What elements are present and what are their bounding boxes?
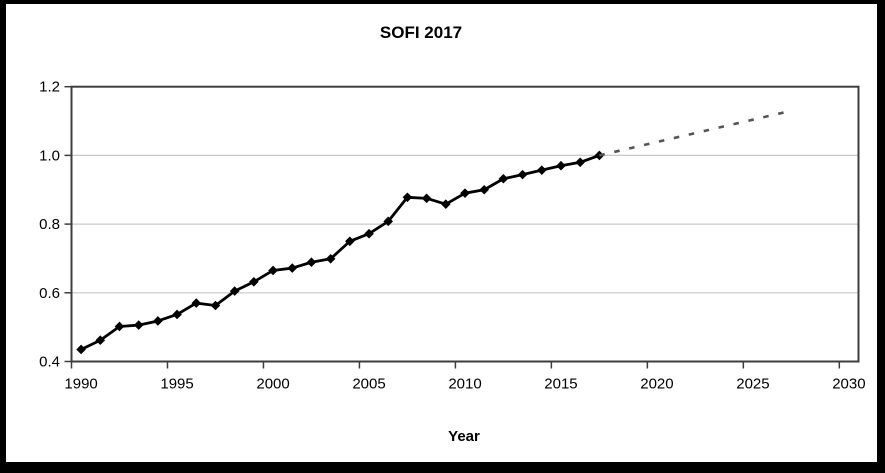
y-tick-label-1.0: 1.0 xyxy=(39,147,60,164)
y-tick-label-0.4: 0.4 xyxy=(39,354,60,371)
marker-diamond-1995 xyxy=(172,309,182,320)
x-tick-label-2015: 2015 xyxy=(544,376,577,393)
marker-diamond-2016 xyxy=(575,157,585,168)
marker-diamond-2009 xyxy=(441,199,451,209)
y-tick-label-0.8: 0.8 xyxy=(39,216,60,233)
marker-diamond-2006 xyxy=(383,216,394,227)
marker-diamond-2011 xyxy=(479,184,489,195)
marker-diamond-2004 xyxy=(345,236,355,247)
marker-diamond-2001 xyxy=(287,263,298,273)
x-tick-label-2025: 2025 xyxy=(736,376,769,393)
x-tick-label-1995: 1995 xyxy=(160,376,193,393)
marker-diamond-2003 xyxy=(325,253,336,264)
marker-diamond-2000 xyxy=(268,265,278,276)
x-tick-label-1990: 1990 xyxy=(64,376,97,393)
marker-diamond-2015 xyxy=(556,160,566,171)
chart-canvas xyxy=(6,4,877,462)
x-tick-label-2000: 2000 xyxy=(256,376,289,393)
series-line-sofi-historical xyxy=(80,154,600,351)
marker-diamond-1993 xyxy=(133,320,144,330)
y-tick-label-0.6: 0.6 xyxy=(39,285,60,302)
marker-diamond-1996 xyxy=(191,298,202,308)
marker-diamond-2014 xyxy=(536,165,547,175)
marker-diamond-2005 xyxy=(364,228,374,239)
x-tick-label-2030: 2030 xyxy=(832,376,865,393)
marker-diamond-2012 xyxy=(498,173,509,184)
x-tick-label-2005: 2005 xyxy=(352,376,385,393)
x-tick-label-2020: 2020 xyxy=(640,376,673,393)
series-line-sofi-projection xyxy=(599,109,792,157)
marker-diamond-2007 xyxy=(402,192,413,203)
marker-diamond-1992 xyxy=(114,321,125,332)
marker-diamond-2002 xyxy=(306,257,317,268)
marker-diamond-1999 xyxy=(249,277,259,287)
marker-diamond-2008 xyxy=(421,193,432,204)
marker-diamond-1997 xyxy=(210,300,221,311)
x-axis-title: Year xyxy=(448,428,480,445)
x-tick-label-2010: 2010 xyxy=(448,376,481,393)
chart-title: SOFI 2017 xyxy=(379,23,463,42)
marker-diamond-1998 xyxy=(229,286,240,296)
marker-diamond-2010 xyxy=(460,188,470,198)
marker-diamond-1991 xyxy=(95,335,106,346)
marker-diamond-1990 xyxy=(76,344,86,355)
marker-diamond-1994 xyxy=(153,316,163,326)
y-tick-label-1.2: 1.2 xyxy=(39,79,60,96)
marker-diamond-2013 xyxy=(517,169,528,180)
